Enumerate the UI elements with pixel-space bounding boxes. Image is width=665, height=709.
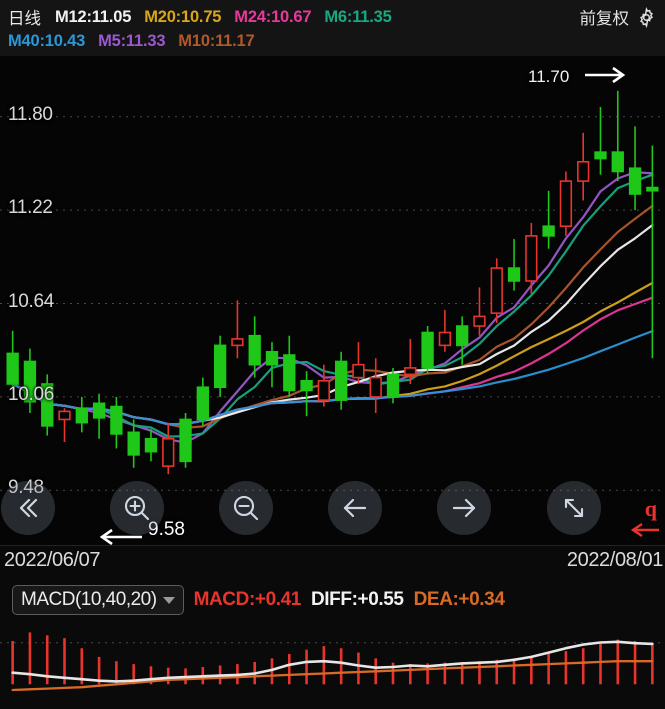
gear-icon[interactable]: [636, 6, 657, 28]
date-axis: 2022/06/07 2022/08/01: [0, 545, 665, 577]
ma-legend-m10: M10:11.17: [178, 31, 255, 50]
q-left-arrow-icon: [630, 523, 659, 537]
candle: [490, 258, 503, 323]
candle: [334, 351, 348, 410]
chart-header: 日线 M12:11.05 M20:10.75 M24:10.67 M6:11.3…: [0, 0, 665, 56]
candle: [386, 367, 400, 404]
candle: [507, 239, 521, 291]
date-start-label: 2022/06/07: [4, 549, 101, 571]
candle: [369, 358, 382, 414]
candle: [248, 316, 261, 378]
pan-left-button[interactable]: [328, 481, 382, 535]
adjust-mode-button[interactable]: 前复权: [579, 10, 630, 28]
y-axis-label-5: 9.48: [8, 477, 44, 499]
candle: [75, 396, 88, 433]
candle: [196, 377, 209, 426]
candle: [559, 171, 573, 236]
macd-indicator-selector[interactable]: MACD(10,40,20): [12, 585, 184, 615]
candle: [611, 90, 624, 182]
ma-legend-m40: M40:10.43: [8, 31, 86, 50]
candle: [283, 335, 296, 397]
price-chart-panel[interactable]: 11.80 11.22 10.64 10.06 9.48 11.70 9.58 …: [0, 56, 665, 545]
candle: [577, 132, 590, 201]
candle: [300, 371, 313, 417]
y-axis-label-2: 11.22: [8, 197, 53, 219]
q-marker-label: q: [644, 496, 657, 521]
candle: [473, 287, 486, 336]
fast-backward-button[interactable]: [1, 481, 55, 535]
candle: [317, 364, 331, 407]
ma-legend-row-1: 日线 M12:11.05 M20:10.75 M24:10.67 M6:11.3…: [8, 5, 657, 29]
macd-header: MACD(10,40,20) MACD:+0.41 DIFF:+0.55 DEA…: [0, 580, 665, 620]
candle: [542, 190, 555, 249]
ma-legend-m6: M6:11.35: [324, 7, 392, 26]
chevron-down-icon: [162, 596, 175, 604]
y-axis-label-1: 11.80: [8, 103, 53, 125]
candle: [456, 316, 469, 365]
left-arrow-icon: [99, 528, 142, 545]
ma-legend-m24: M24:10.67: [234, 7, 312, 26]
candle: [110, 396, 123, 449]
candle: [404, 338, 417, 385]
low-price-note: 9.58: [148, 519, 185, 540]
zoom-out-button[interactable]: [219, 481, 273, 535]
ma-legend-m12: M12:11.05: [55, 7, 132, 26]
ma-legend-row-2: M40:10.43 M5:11.33 M10:11.17: [8, 29, 657, 53]
candle: [144, 429, 158, 462]
right-arrow-icon: [585, 66, 626, 84]
ma-legend-m5: M5:11.33: [98, 31, 166, 50]
macd-value-dea: DEA:+0.34: [413, 589, 505, 610]
candle: [179, 413, 192, 468]
candle: [58, 408, 71, 442]
fullscreen-button[interactable]: [547, 481, 601, 535]
macd-value-macd: MACD:+0.41: [193, 589, 302, 610]
macd-indicator-label: MACD(10,40,20): [21, 589, 157, 610]
chart-toolbar: [0, 481, 665, 537]
candle: [438, 309, 452, 352]
candle: [213, 335, 227, 397]
candle: [594, 107, 607, 175]
candle: [231, 300, 244, 359]
candle: [92, 393, 106, 439]
candle: [41, 374, 54, 436]
peak-price-label: 11.70: [528, 67, 570, 86]
candle: [421, 326, 434, 375]
macd-chart-panel[interactable]: [0, 620, 665, 709]
header-right-controls: 前复权: [580, 5, 658, 29]
kline-period-label[interactable]: 日线: [8, 10, 41, 28]
candle: [6, 330, 19, 391]
pan-right-button[interactable]: [437, 481, 491, 535]
candle: [352, 342, 365, 385]
date-end-label: 2022/08/01: [566, 549, 664, 571]
candlestick-svg: [0, 90, 665, 491]
zoom-in-button[interactable]: [110, 481, 164, 535]
candle: [23, 348, 37, 414]
y-axis-label-3: 10.64: [8, 290, 55, 312]
candle: [525, 222, 538, 294]
macd-value-diff: DIFF:+0.55: [310, 589, 404, 610]
candle: [265, 342, 279, 388]
y-axis-label-4: 10.06: [8, 383, 55, 405]
candle: [162, 422, 175, 475]
candle: [628, 126, 642, 211]
macd-svg: [0, 632, 665, 692]
ma-legend-m20: M20:10.75: [144, 7, 222, 26]
candle: [646, 145, 659, 359]
candle: [127, 419, 140, 468]
